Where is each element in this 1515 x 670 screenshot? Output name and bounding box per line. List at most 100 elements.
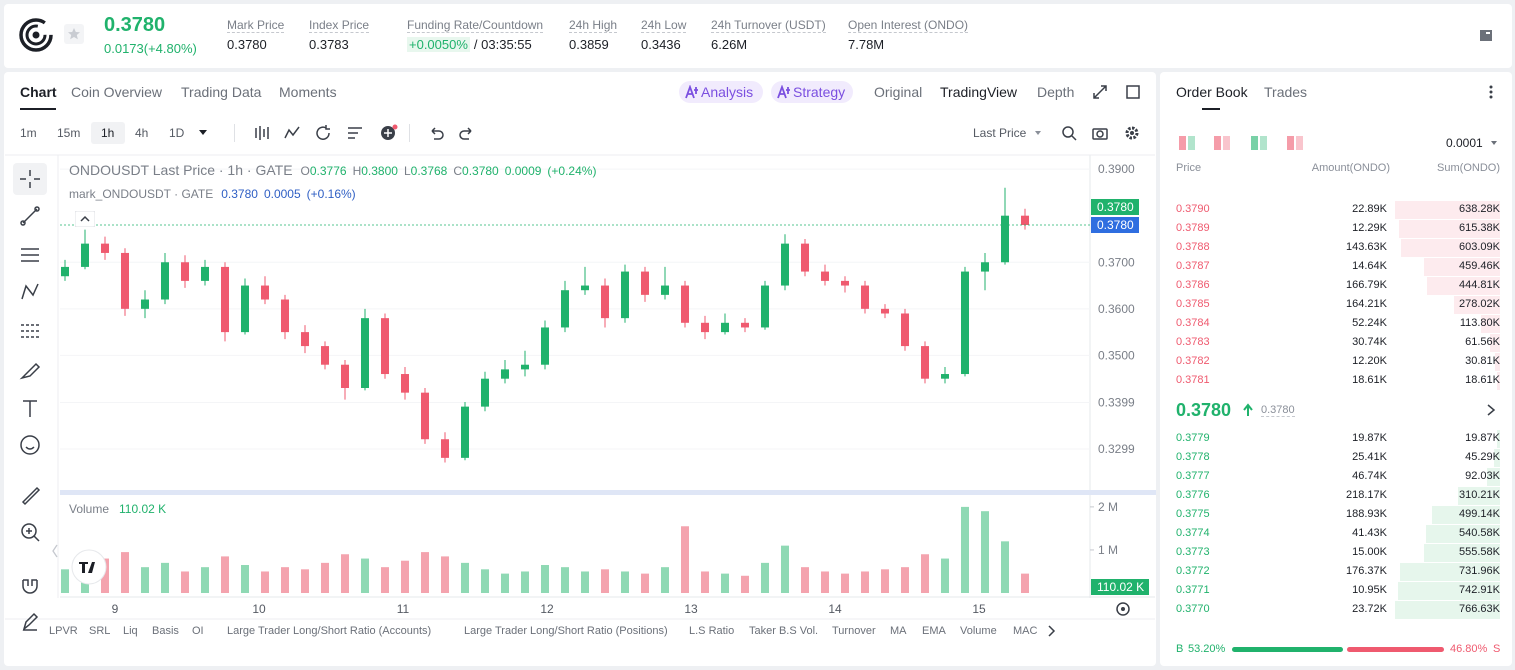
depth-bar [1426,277,1500,295]
drawing-tool[interactable] [19,320,41,342]
volume-tag-bg [1091,579,1149,595]
expand[interactable] [1092,84,1108,100]
drawing-tool[interactable] [19,205,41,227]
camera[interactable] [1092,125,1108,141]
drawing-tool[interactable] [19,434,41,456]
legend-key: O [300,164,310,178]
undo[interactable] [428,125,444,141]
interval[interactable]: 1m [20,126,37,140]
view-tab[interactable]: Depth [1037,84,1075,100]
precision[interactable]: 0.0001 [1446,136,1483,150]
toolbar-icon[interactable] [253,124,272,142]
tab[interactable]: Coin Overview [71,84,163,100]
ob-price[interactable]: 0.3770 [1176,603,1210,615]
collapse[interactable] [75,211,95,227]
ob-price[interactable]: 0.3782 [1176,355,1210,367]
indicator-next[interactable] [1047,624,1057,638]
drawing-tool[interactable] [19,572,41,594]
drawing-tool[interactable] [19,484,41,506]
ob-tab[interactable]: Order Book [1176,84,1248,100]
toolbar-icon[interactable] [379,124,398,142]
ob-tab[interactable]: Trades [1264,84,1308,100]
ob-price[interactable]: 0.3776 [1176,489,1210,501]
ob-price[interactable]: 0.3786 [1176,279,1210,291]
view-tab[interactable]: TradingView [940,84,1018,100]
indicator[interactable]: OI [192,625,204,637]
drawing-tool[interactable] [19,359,41,381]
indicator[interactable]: MA [890,625,907,637]
ob-sum: 766.63K [1459,603,1500,615]
indicator[interactable]: LPVR [49,625,78,637]
ob-amount: 12.29K [1352,222,1387,234]
depth-mode[interactable] [1286,135,1304,151]
interval[interactable]: 1h [101,126,115,140]
favorite-star[interactable] [64,24,84,44]
drawing-tool[interactable] [19,281,41,303]
ob-price[interactable]: 0.3778 [1176,451,1210,463]
indicator[interactable]: EMA [922,625,946,637]
interval[interactable]: 1D [169,126,185,140]
tab[interactable]: Trading Data [181,84,262,100]
ob-price[interactable]: 0.3785 [1176,298,1210,310]
indicator[interactable]: Taker B.S Vol. [749,625,819,637]
depth-mode[interactable] [1178,135,1196,151]
ob-price[interactable]: 0.3784 [1176,317,1210,329]
depth-mode[interactable] [1213,135,1231,151]
indicator[interactable]: SRL [89,625,111,637]
view-tab[interactable]: Analysis [701,84,754,100]
drawing-tool[interactable] [19,521,41,543]
depth-mode[interactable] [1250,135,1268,151]
tab[interactable]: Moments [279,84,337,100]
ob-price[interactable]: 0.3781 [1176,374,1210,386]
price-source[interactable]: Last Price [973,126,1027,140]
more[interactable] [1486,84,1496,100]
toolbar-icon[interactable] [314,124,333,142]
scroll-left[interactable] [50,541,60,561]
drawing-tool[interactable] [19,397,41,419]
stat-value: 6.26M [711,37,748,52]
window[interactable] [1125,84,1141,100]
ob-price[interactable]: 0.3773 [1176,546,1210,558]
crosshair-tool[interactable] [13,163,47,195]
ob-price[interactable]: 0.3772 [1176,565,1210,577]
chevron[interactable] [1486,403,1496,417]
interval[interactable]: 15m [57,126,81,140]
ob-price[interactable]: 0.3775 [1176,508,1210,520]
interval[interactable]: 4h [135,126,149,140]
view-tab[interactable]: Strategy [793,84,846,100]
ob-price[interactable]: 0.3771 [1176,584,1210,596]
view-tab[interactable]: Original [874,84,923,100]
drawing-tool[interactable] [19,610,41,632]
stat-label: Index Price [309,18,370,33]
drawing-tool[interactable] [19,244,41,266]
indicator[interactable]: Volume [960,625,997,637]
ob-price[interactable]: 0.3779 [1176,432,1210,444]
indicator[interactable]: Liq [123,625,138,637]
ob-price[interactable]: 0.3777 [1176,470,1210,482]
date-label: 13 [684,602,698,616]
ob-price[interactable]: 0.3788 [1176,241,1210,253]
tab[interactable]: Chart [20,84,57,100]
reset-scale[interactable] [1115,601,1131,617]
ob-sum: 18.61K [1465,374,1500,386]
book-icon[interactable] [1478,28,1494,44]
indicator[interactable]: L.S Ratio [689,625,735,637]
indicator[interactable]: Large Trader Long/Short Ratio (Accounts) [227,625,432,637]
indicator[interactable]: MACD [1013,625,1037,637]
ob-price[interactable]: 0.3783 [1176,336,1210,348]
ob-price[interactable]: 0.3790 [1176,203,1210,215]
search[interactable] [1061,125,1077,141]
volume-bar [941,558,949,593]
indicator[interactable]: Basis [152,625,179,637]
indicator[interactable]: Turnover [832,625,876,637]
ob-price[interactable]: 0.3787 [1176,260,1210,272]
mark-price: 0.3780 [221,187,258,201]
toolbar-icon[interactable] [283,124,302,142]
indicator[interactable]: Large Trader Long/Short Ratio (Positions… [464,625,668,637]
toolbar-icon[interactable] [346,124,365,142]
ob-price[interactable]: 0.3789 [1176,222,1210,234]
redo[interactable] [459,125,475,141]
settings[interactable] [1124,125,1140,141]
volume-bar [61,569,69,593]
ob-price[interactable]: 0.3774 [1176,527,1210,539]
